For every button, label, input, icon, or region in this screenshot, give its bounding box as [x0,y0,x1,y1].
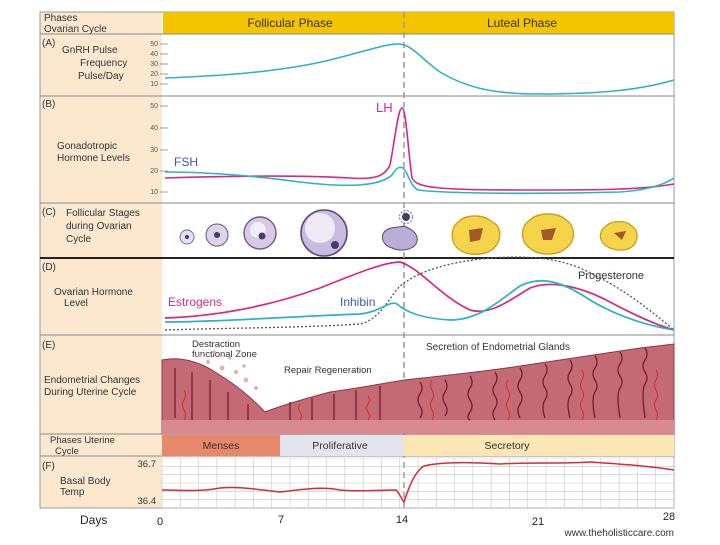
panel-d-label-1: Ovarian Hormone [54,287,133,298]
estrogens-curve [164,261,675,331]
endometrium-illustration [161,343,675,435]
panel-b-tick: 40 [150,125,158,132]
panel-a-ticks: 50 40 30 20 10 [150,41,158,88]
uterine-label-1: Phases Uterine [50,435,115,446]
panel-f-label-1: Basal Body [60,476,111,487]
panel-c-label-3: Cycle [66,234,91,245]
panel-b-tick: 30 [150,147,158,154]
panel-e-label-1: Endometrial Changes [44,375,140,386]
progesterone-label: Progesterone [578,270,644,282]
panel-a-tick-marks [160,43,168,85]
menses-label: Menses [203,440,240,452]
panel-f-letter: (F) [42,461,55,472]
panel-c-label-2: during Ovarian [66,221,132,232]
destruction-label-2: functional Zone [192,349,257,360]
spiral-arteries [182,369,658,421]
secretion-label: Secretion of Endometrial Glands [426,342,570,353]
inhibin-label: Inhibin [340,295,375,309]
luteal-phase-label: Luteal Phase [487,16,557,30]
repair-label: Repair Regeneration [284,365,372,376]
graafian-follicle-icon [300,209,348,257]
panel-e-label-2: During Uterine Cycle [44,387,137,398]
follicle-stages [179,209,638,257]
proliferative-bar [280,435,404,456]
temp-low-label: 36.4 [138,496,157,507]
secondary-follicle-icon [243,216,277,250]
day-tick: 0 [157,516,163,528]
temp-high-label: 36.7 [138,459,157,470]
panel-a-tick: 40 [150,51,158,58]
day-tick: 14 [396,514,408,526]
inhibin-curve [164,279,675,331]
endometrial-glands [174,347,648,421]
bbt-grid [161,457,675,509]
panel-d-letter: (D) [42,262,56,273]
bbt-curve [161,461,675,504]
secretory-bar [404,435,674,456]
panel-a-tick: 20 [150,71,158,78]
fsh-curve [164,166,675,195]
panel-a-label-2: Frequency [80,58,127,69]
panel-b-tick-marks [160,105,168,193]
panel-b-label-2: Hormone Levels [57,153,130,164]
panel-b-tick: 50 [150,103,158,110]
panel-a-tick: 50 [150,41,158,48]
panel-a-letter: (A) [42,38,55,49]
panel-a-tick: 30 [150,61,158,68]
panel-b-ticks: 50 40 30 20 10 [150,103,158,196]
shedding-fragments [198,350,258,390]
ruptured-follicle-icon [381,210,418,251]
panel-e-letter: (E) [42,340,55,351]
panel-d-label-2: Level [64,298,88,309]
destruction-label-1: Destraction [192,339,240,350]
secretory-label: Secretory [485,440,531,452]
watermark: www.theholisticcare.com [564,528,674,539]
panel-c-letter: (C) [42,207,56,218]
regressing-corpus-luteum-icon [599,220,638,251]
day-tick: 21 [532,516,544,528]
uterine-label-2: Cycle [55,446,79,457]
estrogens-label: Estrogens [168,295,222,309]
mature-corpus-luteum-icon [521,213,575,255]
basal-layer [162,420,674,434]
panel-f-label-2: Temp [60,487,85,498]
header-corner-1: Phases [44,13,77,24]
primary-follicle-icon [205,223,229,247]
panel-c-label-1: Follicular Stages [66,208,140,219]
panel-b-tick: 20 [150,168,158,175]
header-corner-2: Ovarian Cycle [44,24,107,35]
panel-b-tick: 10 [150,189,158,196]
day-tick: 28 [663,511,675,523]
panel-a-tick: 10 [150,81,158,88]
menses-bar [162,435,280,456]
lh-label: LH [376,100,393,115]
panel-b-letter: (B) [42,99,55,110]
lh-curve [164,107,675,191]
proliferative-label: Proliferative [312,440,368,452]
phase-header-bar [163,12,674,34]
primordial-follicle-icon [179,229,195,245]
panel-b-label-1: Gonadotropic [57,141,117,152]
panel-a-label-1: GnRH Pulse [62,45,118,56]
follicular-phase-label: Follicular Phase [247,16,333,30]
label-column-bg [40,12,162,508]
day-tick: 7 [278,514,284,526]
corpus-luteum-icon [451,215,501,255]
days-label: Days [80,513,107,527]
fsh-label: FSH [174,155,198,169]
panel-a-label-3: Pulse/Day [78,71,124,82]
progesterone-curve [164,256,675,331]
gnrh-curve [164,43,675,95]
